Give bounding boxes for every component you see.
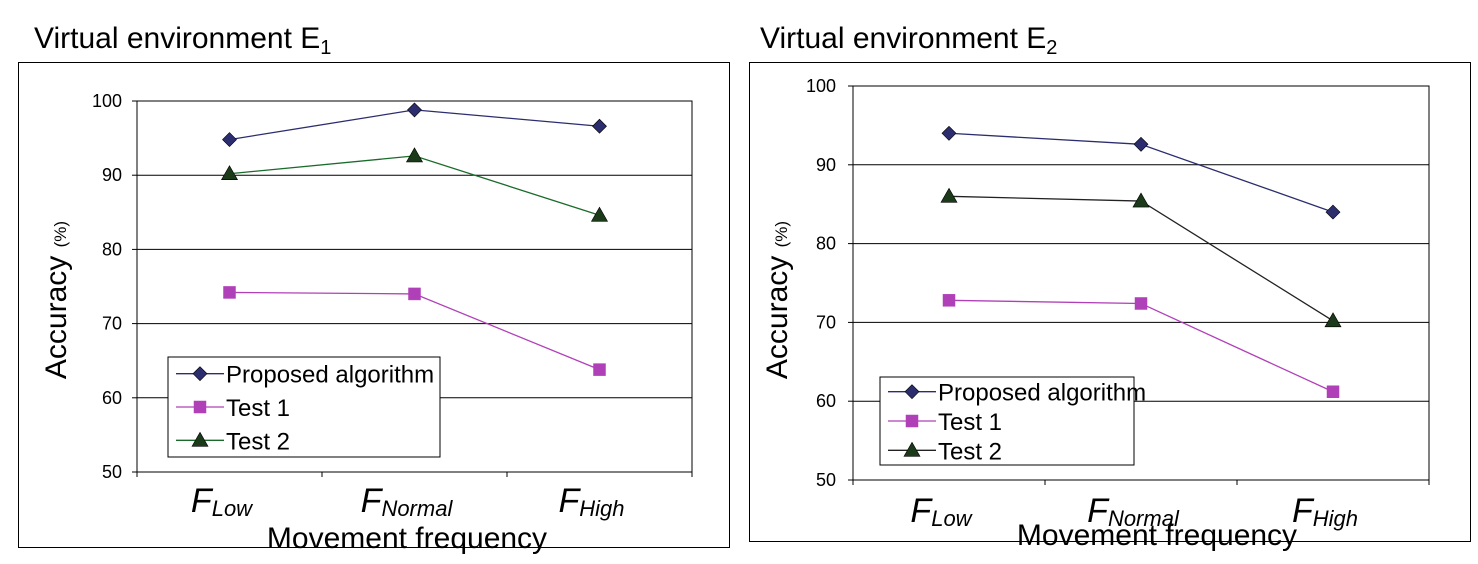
chart-title: Virtual environment E1 — [34, 22, 332, 59]
data-point — [592, 118, 607, 134]
y-axis: 50 60 70 80 90 100 — [92, 91, 137, 482]
y-tick-label: 60 — [816, 391, 836, 411]
x-tick-sub: Low — [931, 506, 973, 531]
x-tick-label: FNormal — [361, 482, 454, 521]
y-tick-label: 80 — [102, 239, 122, 259]
x-tick-sub: Normal — [1108, 506, 1180, 531]
legend-swatch-marker — [192, 366, 208, 382]
y-tick-label: 70 — [816, 312, 836, 332]
y-tick-label: 80 — [816, 234, 836, 254]
x-tick-label: FHigh — [1292, 492, 1358, 531]
data-point — [942, 294, 956, 307]
x-axis: FLow FNormal FHigh — [136, 472, 693, 521]
x-tick-sub: Low — [212, 496, 254, 521]
legend-label: Proposed algorithm — [938, 380, 1146, 407]
legend-label: Proposed algorithm — [226, 362, 434, 389]
x-tick-main: F — [910, 492, 933, 530]
data-point — [222, 132, 237, 148]
y-tick-label: 50 — [102, 462, 122, 482]
data-point — [590, 206, 609, 222]
y-tick-label: 70 — [102, 314, 122, 334]
data-point — [408, 287, 421, 301]
series-test-2 — [940, 187, 1342, 328]
data-point — [1324, 312, 1342, 328]
data-point — [1133, 136, 1149, 152]
y-axis-title-unit: (%) — [51, 221, 70, 247]
legend-swatch-marker — [905, 414, 919, 428]
x-tick-main: F — [191, 482, 214, 520]
data-point — [407, 102, 422, 118]
series-test-1 — [942, 294, 1340, 398]
data-point — [220, 165, 239, 181]
data-point — [940, 187, 958, 203]
chart-panel-e2: Virtual environment E2 50 60 70 80 90 100 FLow… — [739, 0, 1478, 564]
legend-label: Test 1 — [938, 409, 1002, 436]
legend-label: Test 2 — [938, 438, 1002, 465]
data-point — [1134, 297, 1148, 310]
data-point — [1325, 204, 1341, 220]
x-tick-main: F — [361, 482, 384, 520]
y-axis: 50 60 70 80 90 100 — [806, 76, 853, 490]
y-axis-title: Accuracy (%) — [761, 221, 794, 379]
data-point — [1326, 385, 1340, 398]
series-test-1 — [223, 286, 606, 376]
y-tick-label: 90 — [102, 165, 122, 185]
x-axis-title: Movement frequency — [1017, 519, 1297, 552]
y-axis-title-main: Accuracy — [761, 247, 794, 379]
legend-swatch-marker — [903, 441, 921, 457]
data-point — [941, 125, 957, 141]
y-axis-title-unit: (%) — [772, 221, 791, 247]
y-tick-label: 100 — [806, 76, 836, 96]
chart-title: Virtual environment E2 — [760, 22, 1058, 59]
plot-area — [852, 85, 1430, 481]
y-axis-title-main: Accuracy — [40, 247, 73, 379]
y-tick-label: 100 — [92, 91, 122, 111]
y-tick-label: 60 — [102, 388, 122, 408]
legend: Proposed algorithm Test 1 Test 2 — [167, 356, 441, 458]
x-axis-title: Movement frequency — [267, 522, 547, 555]
plot-area — [136, 100, 693, 473]
x-tick-main: F — [558, 482, 581, 520]
data-point — [405, 147, 424, 163]
data-point — [593, 363, 606, 376]
legend-label: Test 1 — [226, 395, 290, 422]
y-axis-title: Accuracy (%) — [40, 221, 73, 379]
x-tick-label: FHigh — [558, 482, 624, 521]
series-test-2 — [220, 147, 609, 222]
x-tick-label: FNormal — [1087, 492, 1180, 531]
legend-swatch-marker — [904, 384, 920, 400]
series-line — [229, 155, 600, 216]
x-tick-label: FLow — [191, 482, 254, 521]
legend-swatch-marker — [191, 431, 209, 447]
y-tick-label: 90 — [816, 155, 836, 175]
x-tick-sub: High — [579, 496, 624, 521]
legend-label: Test 2 — [226, 428, 290, 455]
series-proposed-algorithm — [222, 102, 607, 148]
x-tick-main: F — [1087, 492, 1110, 530]
x-tick-label: FLow — [910, 492, 973, 531]
data-point — [1132, 192, 1150, 208]
x-axis: FLow FNormal FHigh — [852, 480, 1430, 531]
series-proposed-algorithm — [941, 125, 1341, 220]
gridlines — [853, 85, 1429, 402]
data-point — [223, 286, 236, 299]
chart-panel-e1: Virtual environment E1 50 60 70 80 90 100 FLow… — [18, 22, 730, 555]
x-tick-main: F — [1292, 492, 1315, 530]
x-tick-sub: High — [1313, 506, 1358, 531]
x-tick-sub: Normal — [381, 496, 453, 521]
gridlines — [137, 100, 692, 399]
legend-swatch-marker — [193, 400, 207, 414]
y-tick-label: 50 — [816, 470, 836, 490]
